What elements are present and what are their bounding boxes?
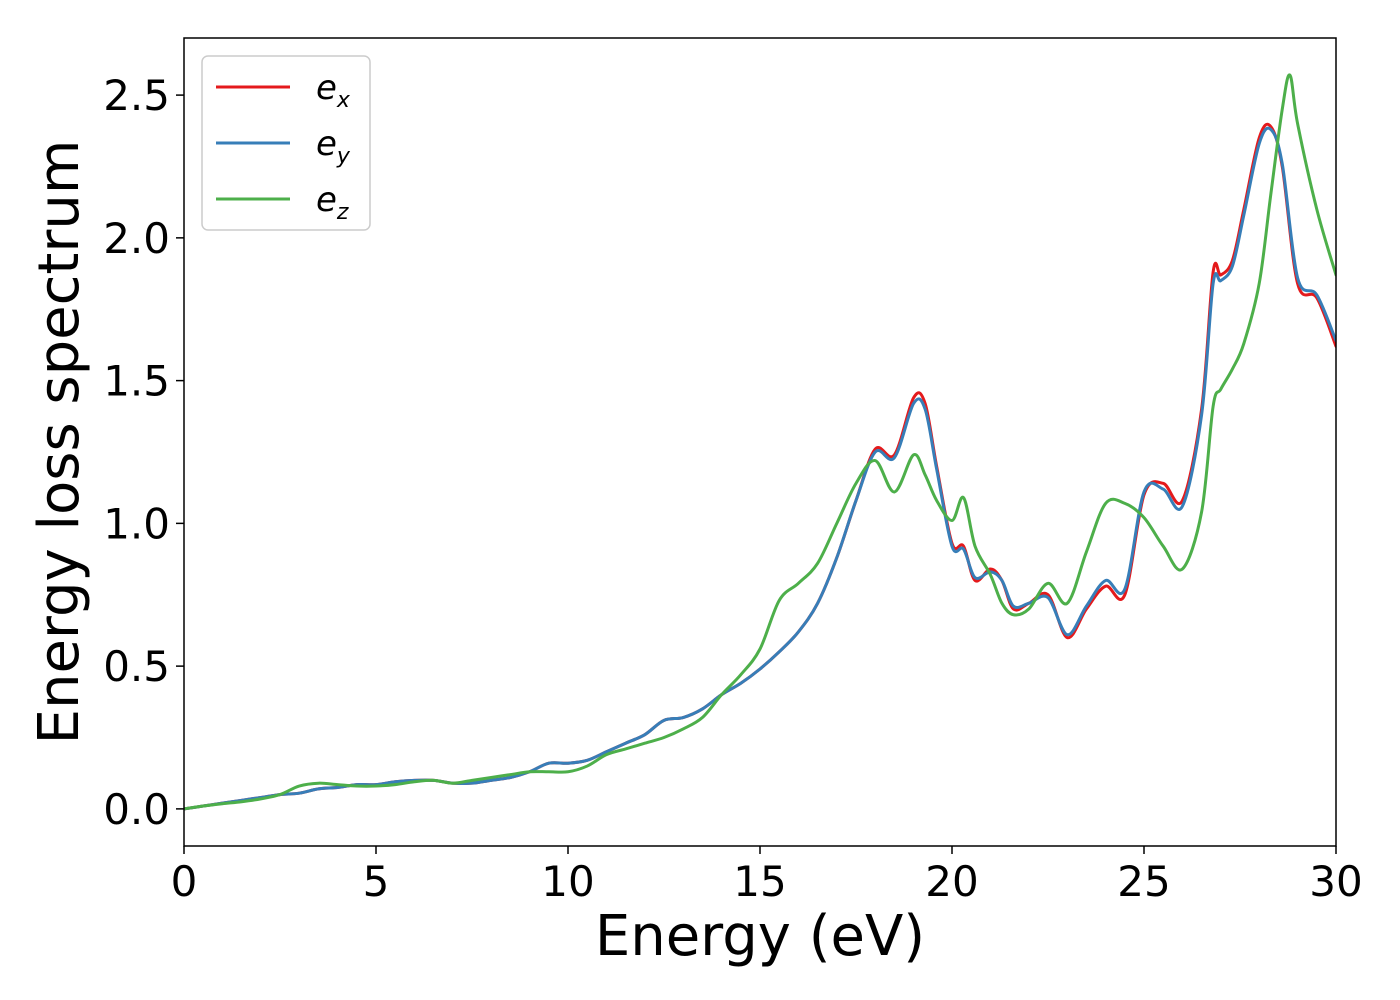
legend-label-subscript: z <box>336 200 349 225</box>
x-tick-label: 15 <box>733 857 786 906</box>
x-tick-label: 25 <box>1117 857 1170 906</box>
y-axis-label: Energy loss spectrum <box>27 140 92 745</box>
x-tick-label: 30 <box>1309 857 1362 906</box>
series-line-e-y <box>184 126 1336 811</box>
y-tick-label: 2.0 <box>103 214 170 263</box>
y-tick-label: 1.0 <box>103 499 170 548</box>
y-tick-label: 0.0 <box>103 785 170 834</box>
series-line-e-z <box>184 73 1336 811</box>
x-tick-label: 5 <box>363 857 390 906</box>
x-tick-label: 0 <box>171 857 198 906</box>
y-tick-label: 1.5 <box>103 357 170 406</box>
legend-label-subscript: x <box>336 88 351 113</box>
series-layer <box>184 73 1336 811</box>
x-axis-ticks: 0 5 10 15 20 25 30 <box>171 846 1363 906</box>
x-axis-label: Energy (eV) <box>595 904 925 969</box>
y-axis-ticks: 0.0 0.5 1.0 1.5 2.0 2.5 <box>103 71 184 834</box>
y-tick-label: 0.5 <box>103 642 170 691</box>
x-tick-label: 20 <box>925 857 978 906</box>
legend-label-subscript: y <box>336 144 351 169</box>
x-tick-label: 10 <box>541 857 594 906</box>
y-tick-label: 2.5 <box>103 71 170 120</box>
